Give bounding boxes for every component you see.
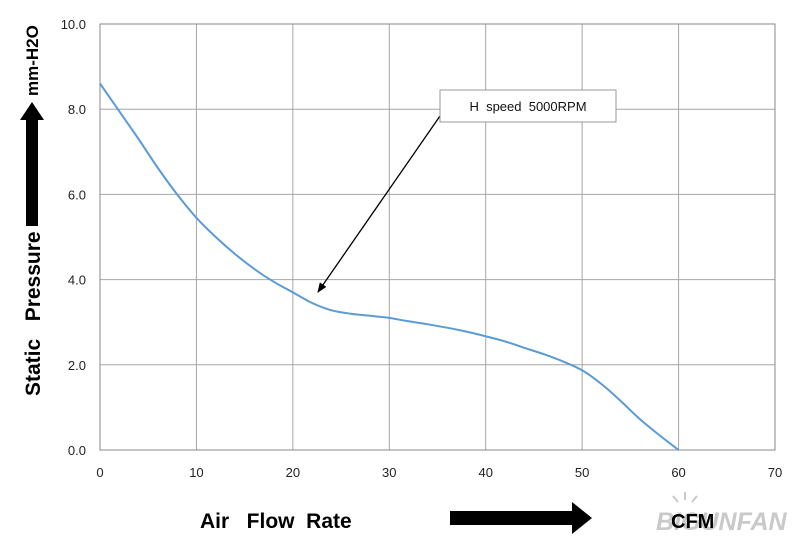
y-axis-arrow-shaft <box>26 118 38 226</box>
watermark-fan-icon <box>672 492 698 503</box>
y-tick-label: 0.0 <box>68 443 86 458</box>
x-tick-label: 30 <box>382 465 396 480</box>
x-tick-label: 60 <box>671 465 685 480</box>
y-tick-label: 6.0 <box>68 187 86 202</box>
x-axis-unit: CFM <box>671 511 714 533</box>
y-axis-title-group: Static Pressure mm-H2O <box>20 25 45 396</box>
x-axis-arrow-head <box>572 502 592 534</box>
y-tick-label: 4.0 <box>68 273 86 288</box>
series-layer <box>99 83 680 451</box>
y-axis-arrow-head <box>20 102 44 120</box>
x-tick-label: 0 <box>96 465 103 480</box>
x-tick-labels: 0 10 20 30 40 50 60 70 <box>96 465 782 480</box>
x-tick-label: 70 <box>768 465 782 480</box>
y-axis-unit: mm-H2O <box>23 25 42 96</box>
y-axis-title: Static Pressure <box>22 231 45 396</box>
x-tick-label: 10 <box>189 465 203 480</box>
y-tick-label: 2.0 <box>68 358 86 373</box>
y-tick-label: 10.0 <box>61 17 86 32</box>
x-tick-label: 20 <box>286 465 300 480</box>
x-tick-label: 40 <box>478 465 492 480</box>
x-axis-arrow-shaft <box>450 511 574 525</box>
x-axis-title: Air Flow Rate <box>200 510 352 533</box>
annotation-label: H speed 5000RPM <box>469 99 586 114</box>
watermark-logo: BIGUNFAN <box>656 508 788 536</box>
grid <box>99 23 776 451</box>
annotation-arrow <box>317 115 441 293</box>
annotation-box <box>439 89 617 123</box>
x-tick-label: 50 <box>575 465 589 480</box>
plot-area <box>99 23 776 451</box>
series-line-0 <box>99 83 680 451</box>
y-tick-labels: 0.0 2.0 4.0 6.0 8.0 10.0 <box>61 17 86 458</box>
y-tick-label: 8.0 <box>68 102 86 117</box>
